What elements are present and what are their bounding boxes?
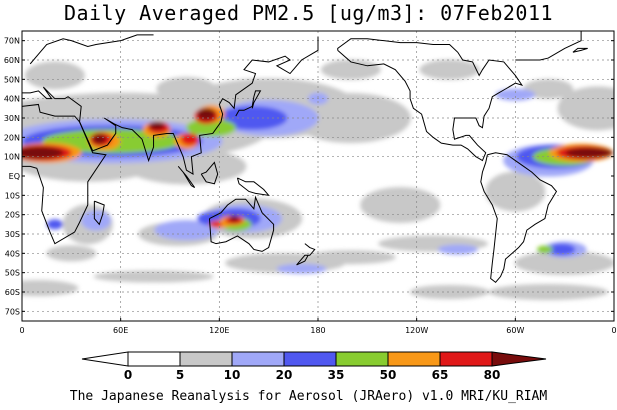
coastline-new-zealand [296,243,316,266]
lat-tick-label: 60S [5,288,20,297]
coastline-borneo [200,161,219,185]
coastline-madagascar [93,200,105,226]
colorbar-tick-label: 80 [484,368,501,382]
colorbar-tick-label: 0 [124,368,132,382]
lon-tick-label: 60W [506,326,524,335]
pm25-contour [186,118,237,137]
colorbar-swatch [179,351,233,367]
pm25-contour [22,146,64,159]
pm25-contour [290,93,411,143]
coastline-eurasia [22,36,319,175]
lon-tick-label: 0 [19,326,24,335]
axis-ticks: 70N 60N 50N 40N 30N 20N 10N EQ 10S 20S 30S 40S 50S 60… [4,37,617,335]
pm25-contour [557,86,614,131]
pm25-contour [523,79,574,99]
pm25-contour [547,243,576,256]
lat-tick-label: 10S [5,191,20,200]
coastline-greenland [515,31,582,61]
pm25-contour [495,88,536,101]
lat-tick-label: 20N [4,133,20,142]
lat-tick-label: 70N [4,37,20,46]
lat-tick-label: 40N [4,95,20,104]
pm25-contour [360,187,441,223]
lon-tick-label: 0 [611,326,616,335]
pm25-contour [437,244,478,255]
lat-tick-label: EQ [9,172,20,181]
coastline-new-guinea [236,177,270,197]
pm25-contour [305,250,396,265]
colorbar-swatch [335,351,389,367]
lat-tick-label: 60N [4,56,20,65]
pm25-contour [180,133,199,146]
footer-credit: The Japanese Reanalysis for Aerosol (JRA… [69,389,548,404]
colorbar-swatch [231,351,285,367]
lat-tick-label: 30N [4,114,20,123]
pm25-contour [229,215,240,222]
pm25-contour [46,219,63,230]
colorbar-arrow-high [491,351,547,367]
colorbar-swatch [283,351,337,367]
pm25-contour [93,270,214,283]
lat-tick-label: 70S [5,307,20,316]
lon-tick-label: 120E [209,326,229,335]
pm25-contour [24,61,85,90]
colorbar-arrow-low [81,351,129,367]
pm25-contour [409,285,490,299]
pm25-contour [92,134,107,145]
lon-tick-label: 120W [405,326,428,335]
pm25-contour [419,59,480,80]
lon-tick-label: 60E [113,326,128,335]
pm25-field-layer [22,59,614,300]
colorbar-tick-label: 10 [224,368,241,382]
colorbar-tick-label: 50 [380,368,397,382]
lat-tick-label: 30S [5,230,20,239]
coastlines [22,31,588,284]
colorbar-tick-label: 35 [328,368,345,382]
pm25-contour [514,251,614,275]
coastline-africa [22,103,107,245]
colorbar-swatch [127,351,181,367]
map-title: Daily Averaged PM2.5 [ug/m3]: 07Feb2011 [63,1,554,25]
coastline-scandinavia [29,34,154,65]
lat-tick-label: 40S [5,249,20,258]
pm25-contour [22,280,79,297]
colorbar-swatch [439,351,493,367]
coastline-japan [235,90,262,117]
pm25-contour [197,108,216,121]
pm25-contour [156,77,217,101]
pm25-contour [320,59,381,80]
pm25-contour [46,245,97,262]
colorbar-tick-label: 20 [276,368,293,382]
coastline-iceland [572,47,588,53]
pm25-contour [565,147,614,158]
coastline-sumatra [177,166,196,189]
colorbar-tick-label: 5 [176,368,184,382]
colorbar-swatch [387,351,441,367]
pm25-contour [154,220,219,241]
lat-tick-label: 50N [4,75,20,84]
pm25-contour [276,263,327,274]
pm25-contour [148,121,165,130]
coastline-australia [208,195,275,252]
colorbar-tick-label: 65 [432,368,449,382]
pm25-blobs [22,59,614,300]
coastline-south-america [480,152,558,284]
lat-tick-label: 10N [4,153,20,162]
pm25-contour [536,245,553,254]
lat-tick-label: 50S [5,269,20,278]
colorbar: 0 5 10 20 35 50 65 80 [81,351,547,382]
pm25-contour [210,221,223,228]
lon-tick-label: 180 [310,326,325,335]
coastline-north-america [337,38,524,162]
lat-tick-label: 20S [5,211,20,220]
